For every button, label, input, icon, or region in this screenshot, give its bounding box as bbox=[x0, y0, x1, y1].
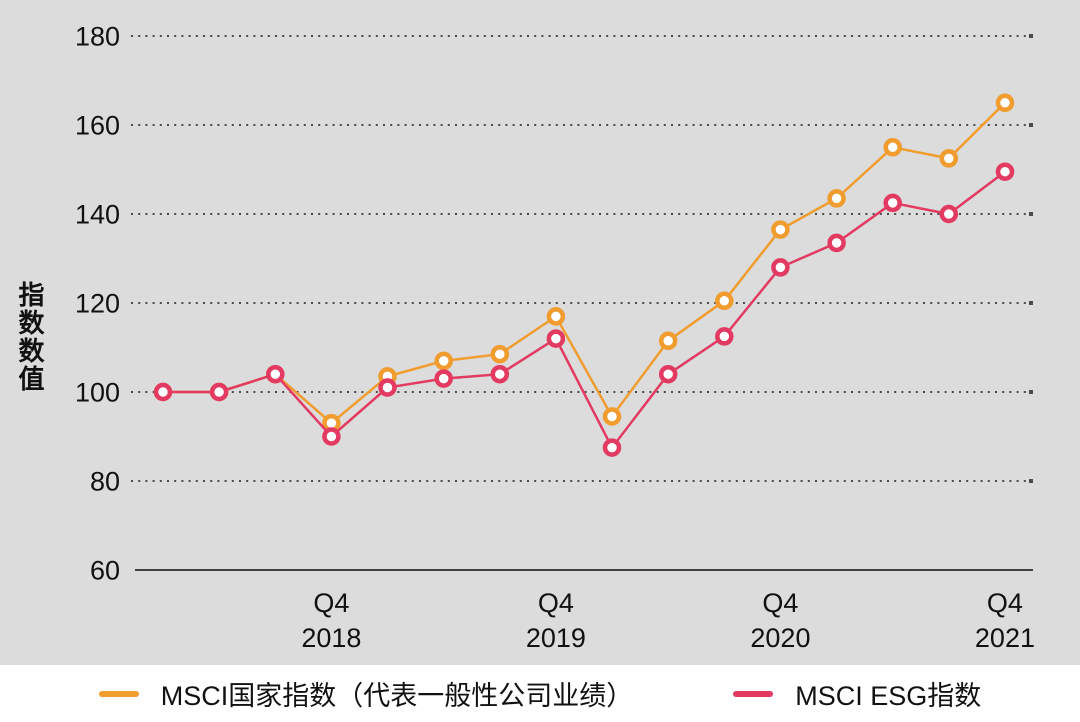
y-gridline-end-dot-80 bbox=[1029, 479, 1033, 483]
data-point-s0-14 bbox=[939, 149, 959, 168]
data-point-s0-12 bbox=[827, 189, 846, 208]
y-gridline-end-dot-180 bbox=[1029, 34, 1033, 38]
legend-label-country: MSCI国家指数（代表一般性公司业绩） bbox=[160, 681, 634, 711]
legend-label-esg: MSCI ESG指数 bbox=[795, 681, 982, 711]
data-point-s1-13 bbox=[883, 193, 902, 213]
data-point-s0-5 bbox=[434, 351, 453, 371]
data-point-s1-7 bbox=[546, 329, 566, 348]
y-tick-label-100: 100 bbox=[75, 378, 120, 408]
data-point-s1-10 bbox=[715, 327, 734, 346]
x-tick-year-2019: 2019 bbox=[526, 623, 586, 653]
data-point-s1-14 bbox=[939, 204, 959, 224]
x-tick-quarter-2018: Q4 bbox=[313, 588, 349, 618]
y-tick-label-160: 160 bbox=[75, 111, 120, 141]
y-tick-label-140: 140 bbox=[75, 200, 120, 230]
data-point-s1-12 bbox=[827, 233, 846, 253]
legend-swatch-esg-icon bbox=[733, 690, 774, 697]
y-axis-title: 指数数值 bbox=[15, 281, 45, 393]
data-point-s1-11 bbox=[771, 258, 790, 277]
x-tick-year-2020: 2020 bbox=[750, 623, 810, 653]
chart-legend: MSCI国家指数（代表一般性公司业绩） MSCI ESG指数 bbox=[0, 665, 1080, 722]
data-point-s1-1 bbox=[209, 382, 229, 402]
legend-item-msci-country: MSCI国家指数（代表一般性公司业绩） bbox=[98, 674, 634, 713]
x-tick-quarter-2020: Q4 bbox=[762, 588, 798, 618]
data-point-s1-3 bbox=[322, 427, 341, 446]
y-gridline-end-dot-140 bbox=[1029, 212, 1033, 216]
x-tick-year-2018: 2018 bbox=[301, 623, 361, 653]
data-point-s0-6 bbox=[490, 344, 510, 364]
y-tick-label-180: 180 bbox=[75, 22, 120, 52]
y-gridline-end-dot-160 bbox=[1029, 123, 1033, 127]
y-tick-label-60: 60 bbox=[90, 556, 120, 586]
data-point-s0-13 bbox=[883, 138, 902, 157]
y-tick-label-80: 80 bbox=[90, 467, 120, 497]
data-point-s1-6 bbox=[490, 364, 510, 384]
x-tick-quarter-2019: Q4 bbox=[538, 588, 574, 618]
data-point-s1-4 bbox=[378, 378, 397, 397]
legend-item-msci-esg: MSCI ESG指数 bbox=[733, 674, 981, 713]
y-tick-label-120: 120 bbox=[75, 289, 120, 319]
data-point-s0-15 bbox=[995, 93, 1015, 113]
data-point-s0-7 bbox=[546, 307, 566, 326]
data-point-s1-0 bbox=[153, 382, 173, 402]
data-point-s1-9 bbox=[658, 364, 678, 384]
series-line-1 bbox=[163, 170, 1006, 450]
data-point-s1-15 bbox=[995, 162, 1015, 181]
chart-canvas: 60 80 100 120 140 160 180 Q4 2018 Q4 2019 Q4 2020 Q4 2… bbox=[75, 22, 1035, 654]
legend-swatch-country-icon bbox=[98, 690, 139, 697]
y-gridline-end-dot-120 bbox=[1029, 301, 1033, 305]
series-line-0 bbox=[163, 101, 1006, 425]
data-point-s1-2 bbox=[266, 364, 285, 384]
y-gridline-end-dot-100 bbox=[1029, 390, 1033, 394]
x-tick-quarter-2021: Q4 bbox=[987, 588, 1023, 618]
data-point-s0-9 bbox=[658, 331, 678, 351]
data-point-s0-11 bbox=[771, 220, 790, 239]
data-point-s1-8 bbox=[602, 438, 622, 457]
data-point-s1-5 bbox=[434, 369, 453, 388]
x-tick-year-2021: 2021 bbox=[975, 623, 1035, 653]
data-point-s0-8 bbox=[602, 407, 622, 426]
chart-panel: 60 80 100 120 140 160 180 Q4 2018 Q4 2019 Q4 2020 Q4 2… bbox=[0, 0, 1080, 665]
data-point-s0-10 bbox=[715, 291, 734, 311]
